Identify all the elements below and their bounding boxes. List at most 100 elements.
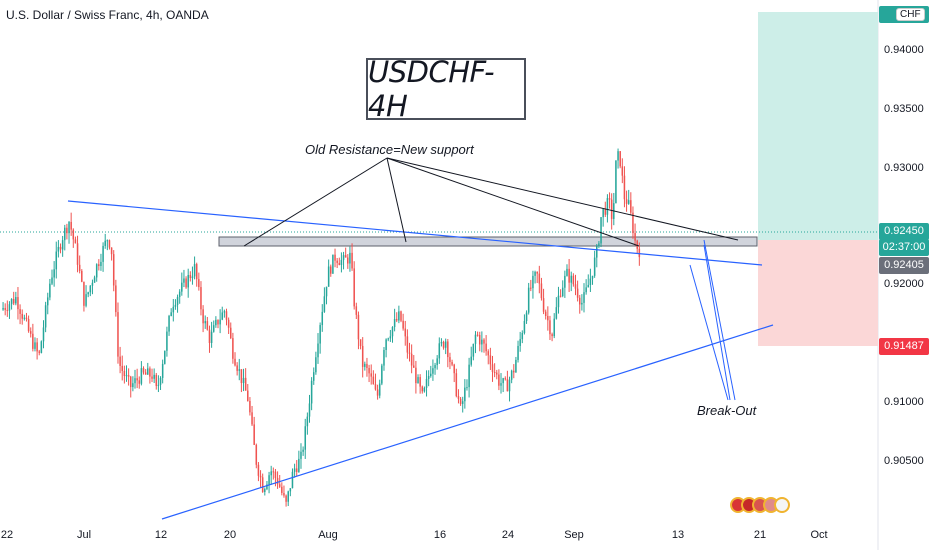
candle-body: [178, 291, 181, 298]
candle-body: [46, 297, 49, 306]
candle-body: [244, 377, 247, 391]
candle-body: [295, 468, 298, 472]
candle-body: [276, 477, 279, 485]
candle-body: [378, 383, 381, 396]
candle-body: [240, 369, 243, 384]
candle-body: [351, 252, 353, 269]
symbol-header: U.S. Dollar / Swiss Franc, 4h, OANDA: [6, 8, 209, 22]
candle-body: [53, 269, 55, 278]
candle-body: [12, 299, 15, 304]
candle-body: [208, 329, 211, 343]
candle-body: [115, 285, 117, 313]
candle-body: [217, 319, 219, 325]
price-tick: 0.91000: [884, 396, 924, 408]
candle-body: [347, 257, 349, 264]
candle-body: [2, 308, 4, 310]
candle-body: [223, 311, 226, 313]
candle-body: [485, 343, 487, 352]
candle-body: [266, 484, 268, 490]
candle-body: [310, 380, 313, 404]
candle-body: [413, 365, 415, 368]
candle-body: [95, 264, 98, 278]
candle-body: [515, 359, 517, 373]
candle-body: [506, 379, 509, 392]
candle-body: [272, 471, 275, 473]
candle-body: [293, 468, 296, 472]
candle-body: [493, 372, 496, 374]
candle-body: [349, 252, 351, 264]
candle-body: [4, 308, 6, 310]
candle-body: [66, 227, 68, 234]
flag-icon[interactable]: [774, 497, 790, 513]
candle-body: [481, 339, 483, 345]
candle-body: [387, 338, 389, 340]
descending-trendline: [67, 200, 763, 266]
candle-body: [508, 379, 511, 392]
candle-body: [432, 368, 434, 374]
connector-line: [689, 264, 729, 401]
candle-body: [561, 287, 564, 296]
date-tick: 16: [433, 529, 447, 541]
candle-body: [610, 199, 613, 219]
candle-body: [534, 271, 536, 276]
candle-body: [600, 217, 602, 244]
candle-body: [319, 325, 321, 344]
candle-body: [8, 304, 11, 311]
candle-body: [451, 362, 453, 365]
candle-body: [636, 240, 638, 249]
candle-body: [395, 318, 398, 321]
candle-body: [530, 287, 532, 289]
support-price-tag: 0.92405: [879, 257, 929, 274]
candle-body: [317, 343, 319, 358]
candle-body: [440, 341, 443, 344]
candle-body: [334, 254, 336, 261]
candle-body: [83, 281, 85, 306]
candle-body: [155, 374, 158, 386]
candle-body: [476, 334, 479, 336]
candle-body: [74, 239, 77, 244]
price-tick: 0.94000: [884, 44, 924, 56]
candle-body: [57, 246, 60, 252]
candle-body: [381, 365, 383, 384]
candle-body: [149, 368, 151, 377]
candle-body: [195, 264, 198, 280]
candle-body: [183, 278, 185, 283]
candle-body: [185, 278, 187, 288]
candle-body: [268, 475, 270, 485]
candle-body: [15, 297, 17, 304]
candle-body: [110, 247, 113, 255]
candle-body: [10, 299, 13, 305]
candle-body: [527, 287, 530, 313]
candle-body: [142, 368, 145, 373]
candle-body: [232, 338, 234, 359]
candle-body: [574, 284, 577, 289]
candle-body: [606, 198, 609, 215]
candle-body: [447, 341, 449, 358]
candle-body: [361, 345, 364, 367]
candle-body: [229, 327, 232, 339]
candle-body: [315, 357, 317, 373]
candle-body: [615, 160, 617, 204]
candle-body: [55, 251, 58, 270]
candle-body: [29, 331, 32, 334]
candle-body: [100, 261, 102, 267]
candle-body: [542, 298, 545, 312]
candle-body: [383, 349, 385, 366]
candle-body: [153, 374, 155, 379]
candle-body: [42, 327, 45, 342]
candle-body: [430, 373, 432, 376]
candle-body: [204, 321, 206, 324]
candle-body: [289, 488, 292, 492]
candle-body: [283, 492, 285, 496]
candle-body: [68, 221, 70, 234]
candle-body: [32, 333, 34, 349]
connector-line: [386, 157, 407, 243]
currency-badge[interactable]: CHF: [896, 8, 925, 21]
candle-body: [402, 320, 404, 329]
candle-body: [247, 390, 249, 401]
candle-body: [400, 311, 402, 321]
candle-body: [81, 270, 83, 282]
candle-body: [357, 314, 360, 340]
candle-body: [164, 350, 166, 364]
candle-body: [87, 292, 89, 295]
